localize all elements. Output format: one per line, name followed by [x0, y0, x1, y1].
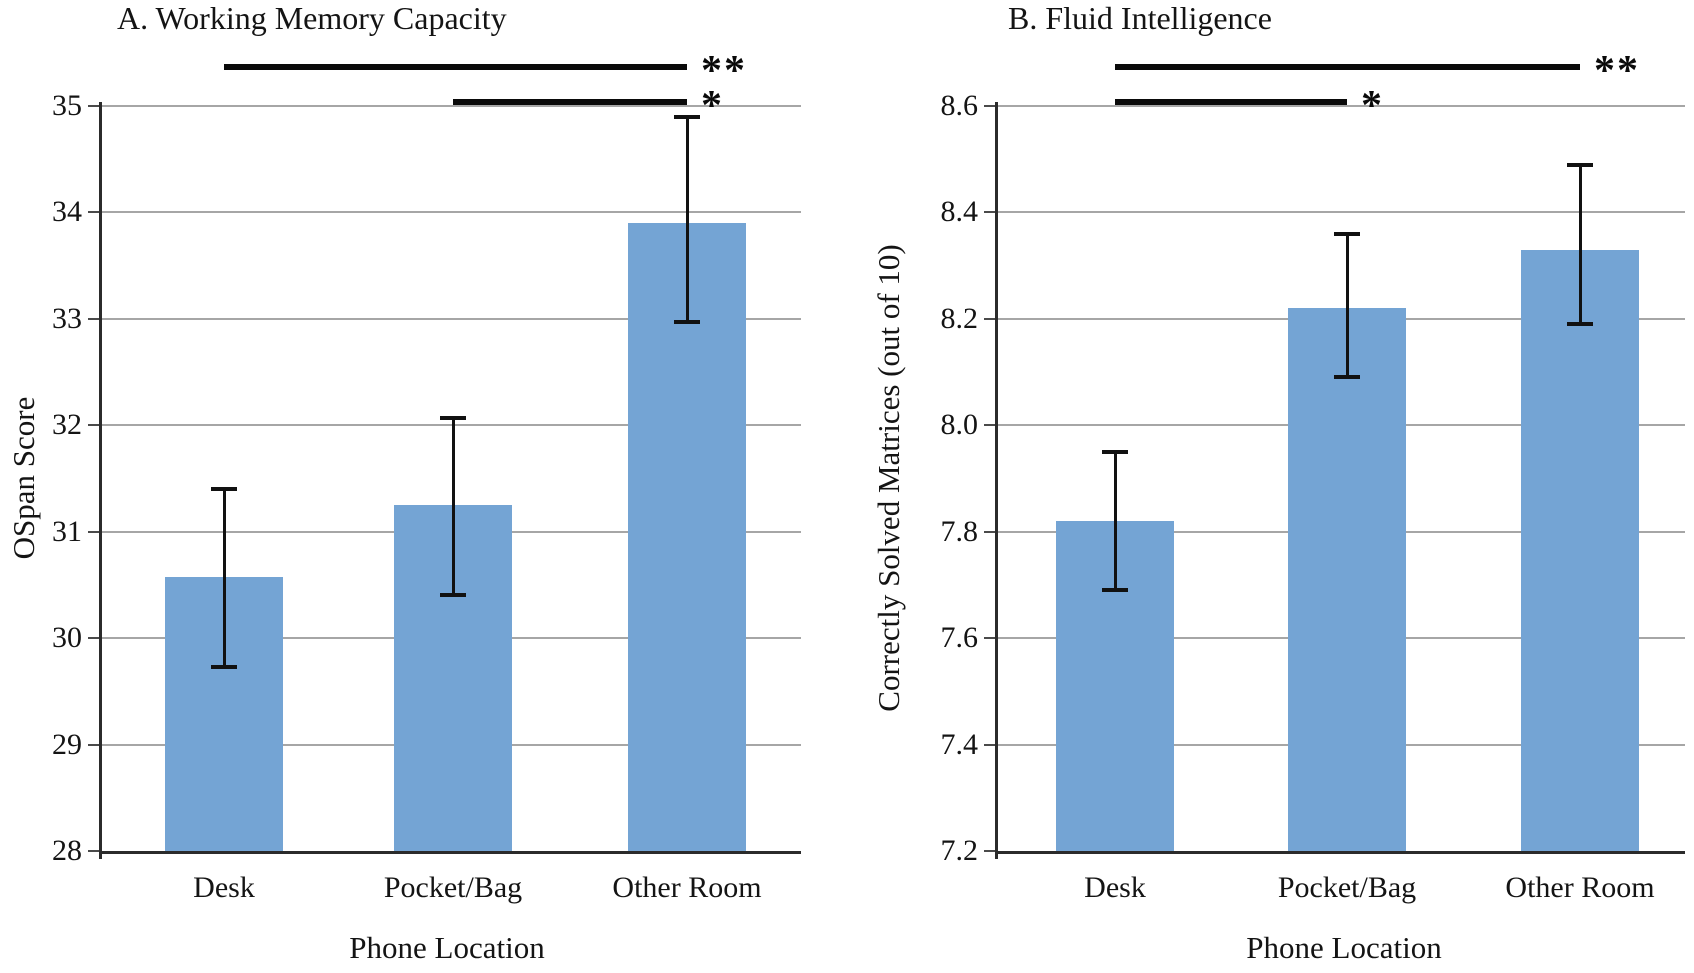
panel-a-error-bar-0 [222, 489, 226, 667]
panel-a-error-cap-bottom-1 [440, 592, 466, 597]
panel-b-y-tick-label-8.4: 8.4 [940, 195, 979, 229]
panel-b-x-label-desk: Desk [1084, 871, 1146, 904]
panel-a-y-tick-label-28: 28 [52, 834, 82, 867]
panel-b-y-tick-label-8.6: 8.6 [940, 89, 979, 122]
panel-b-y-tick-8.0 [984, 424, 996, 427]
panel-a-x-axis-line [99, 851, 801, 854]
panel-b-y-tick-7.8 [984, 530, 996, 533]
panel-a-y-tick-label-34: 34 [52, 195, 82, 229]
panel-b-error-cap-top-2 [1567, 162, 1593, 167]
panel-b-error-cap-top-1 [1334, 231, 1360, 236]
panel-b-y-tick-label-7.8: 7.8 [940, 514, 979, 548]
panel-b-y-tick-label-8.2: 8.2 [940, 301, 979, 335]
panel-a-gridline-35 [102, 105, 801, 107]
panel-b-title: B. Fluid Intelligence [1008, 0, 1272, 36]
panel-b-y-tick-7.2 [984, 850, 996, 852]
panel-a-y-tick-34 [88, 211, 100, 214]
panel-a-bar-other-room [628, 223, 746, 851]
panel-a-y-tick-label-32: 32 [52, 408, 82, 442]
panel-a-y-tick-label-29: 29 [52, 727, 82, 761]
panel-b-error-bar-2 [1578, 164, 1582, 325]
panel-a-error-cap-top-0 [211, 487, 237, 492]
panel-a-y-tick-35 [88, 105, 100, 107]
panel-b-y-tick-label-8.0: 8.0 [940, 408, 979, 442]
panel-a-x-label-other-room: Other Room [612, 871, 762, 904]
panel-a-y-tick-31 [88, 530, 100, 533]
panel-a-gridline-33 [102, 317, 801, 320]
panel-b-error-bar-0 [1113, 451, 1117, 591]
panel-a-y-tick-label-31: 31 [52, 514, 82, 548]
panel-b-y-tick-label-7.6: 7.6 [940, 621, 979, 655]
panel-a-x-label-desk: Desk [193, 871, 255, 904]
panel-b-error-cap-bottom-1 [1334, 375, 1360, 380]
panel-b-y-tick-label-7.4: 7.4 [940, 727, 979, 761]
panel-a-error-cap-bottom-2 [674, 320, 700, 325]
panel-a-y-tick-label-33: 33 [52, 301, 82, 335]
panel-b-y-tick-8.4 [984, 211, 996, 214]
panel-b-x-label-other-room: Other Room [1505, 871, 1655, 904]
panel-b-error-cap-bottom-0 [1102, 588, 1128, 593]
panel-b-bar-pocket-bag [1288, 308, 1406, 851]
panel-a-y-axis-line [99, 102, 102, 859]
panel-a-y-tick-label-30: 30 [52, 621, 82, 655]
panel-b-sig-label-1: * [1361, 83, 1384, 130]
panel-a-y-tick-29 [88, 743, 100, 746]
panel-a-sig-line-1 [453, 99, 687, 105]
panel-b-sig-line-1 [1115, 99, 1347, 105]
panel-b-error-cap-top-0 [1102, 449, 1128, 454]
panel-a-y-tick-33 [88, 317, 100, 320]
panel-b-y-tick-7.6 [984, 637, 996, 640]
panel-b-y-axis-line [995, 102, 998, 859]
panel-b-y-tick-8.2 [984, 317, 996, 320]
panel-b-x-label-pocket-bag: Pocket/Bag [1277, 871, 1417, 904]
panel-a-y-tick-32 [88, 424, 100, 427]
panel-b-sig-line-0 [1115, 64, 1580, 70]
panel-a-x-axis-title: Phone Location [349, 930, 545, 965]
panel-a-error-bar-1 [451, 417, 455, 595]
panel-a-error-bar-2 [685, 116, 689, 323]
panel-a-error-cap-top-2 [674, 114, 700, 119]
panel-b-gridline-8.4 [998, 211, 1685, 214]
panel-a-y-tick-28 [88, 850, 100, 852]
panel-a-y-tick-label-35: 35 [52, 89, 82, 122]
panel-a-x-label-pocket-bag: Pocket/Bag [383, 871, 523, 904]
panel-a-sig-label-1: * [701, 83, 724, 130]
panel-b-x-axis-title: Phone Location [1246, 930, 1442, 965]
panel-a-title: A. Working Memory Capacity [117, 0, 507, 36]
panel-b-error-bar-1 [1345, 233, 1349, 378]
panel-a-error-cap-top-1 [440, 415, 466, 420]
panel-a-y-tick-30 [88, 637, 100, 640]
panel-b-y-tick-8.6 [984, 105, 996, 107]
panel-a-error-cap-bottom-0 [211, 664, 237, 669]
panel-b-x-axis-line [995, 851, 1685, 854]
panel-a-sig-line-0 [224, 64, 687, 70]
panel-b-error-cap-bottom-2 [1567, 322, 1593, 327]
panel-b-gridline-8.6 [998, 105, 1685, 107]
panel-a-gridline-34 [102, 211, 801, 214]
panel-a-sig-label-0: ** [701, 48, 747, 95]
panel-b-y-tick-7.4 [984, 743, 996, 746]
panel-b-y-tick-label-7.2: 7.2 [940, 834, 979, 867]
panel-b-sig-label-0: ** [1594, 48, 1640, 95]
panel-b-bar-other-room [1521, 249, 1639, 851]
